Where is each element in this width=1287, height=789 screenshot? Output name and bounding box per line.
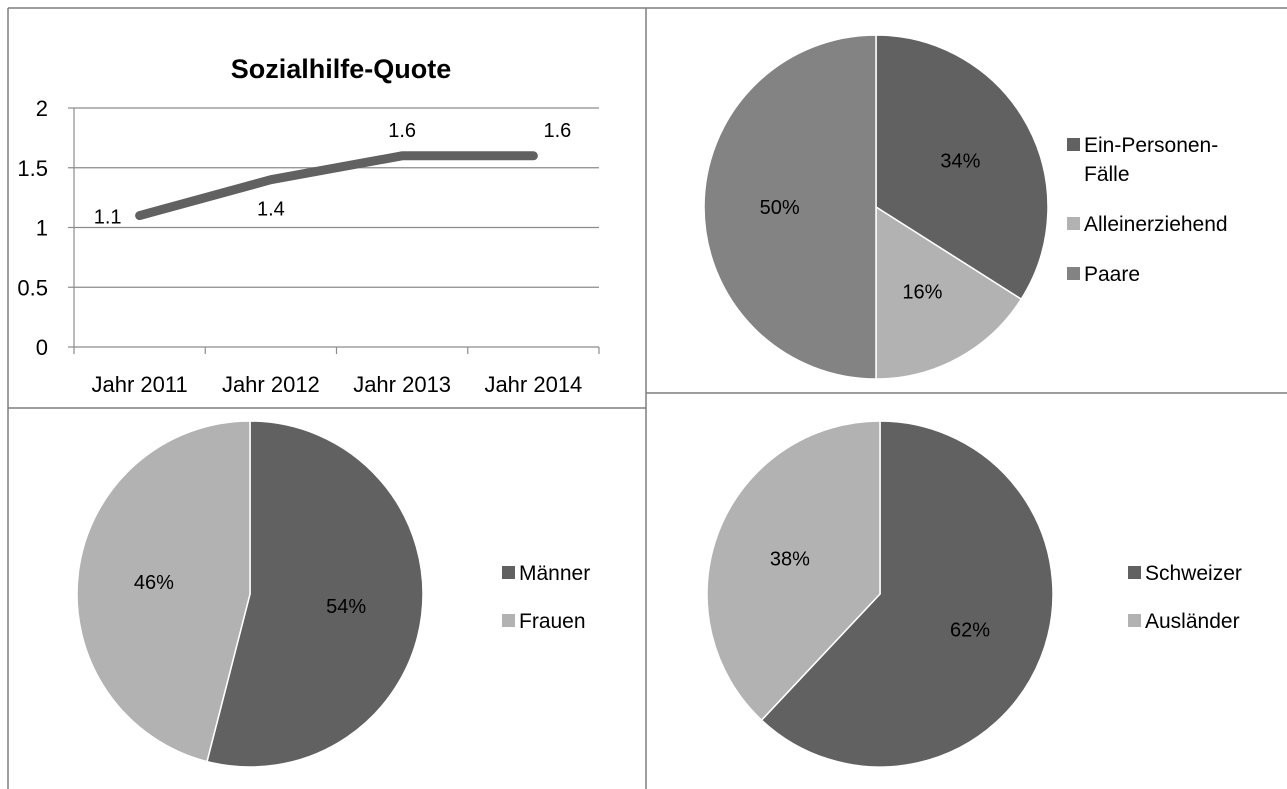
pie-slice: [206, 420, 424, 768]
slice-label: 16%: [902, 281, 942, 303]
legend-item: Männer: [502, 562, 590, 585]
slice-labels: 62% 38%: [770, 548, 990, 641]
slice-label: 34%: [940, 151, 980, 173]
series-line: [135, 151, 538, 221]
data-label: 1.6: [388, 120, 416, 142]
y-tick-label: 1: [36, 216, 48, 241]
legend-swatch: [1067, 267, 1080, 280]
slice-label: 50%: [760, 197, 800, 219]
x-tick-label: Jahr 2013: [353, 372, 451, 397]
y-tick-label: 0.5: [17, 275, 48, 300]
slice-labels: 34% 16% 50%: [760, 151, 981, 304]
y-axis-ticks: 0 0.5 1 1.5 2: [17, 96, 74, 360]
y-tick-label: 0: [36, 335, 48, 360]
y-tick-label: 2: [36, 96, 48, 121]
legend-label: Ein-Personen-: [1084, 134, 1218, 157]
legend-item: Frauen: [502, 610, 586, 633]
legend-label: Schweizer: [1145, 562, 1242, 585]
legend-label: Frauen: [519, 610, 586, 633]
x-tick-label: Jahr 2012: [222, 372, 320, 397]
panel-borders: [7, 7, 1287, 789]
y-tick-label: 1.5: [17, 156, 48, 181]
pie-slice: [875, 34, 1049, 301]
pie-slice: [760, 420, 1054, 768]
legend-label: Alleinerziehend: [1084, 213, 1228, 236]
pie-chart-geschlecht: 54% 46% Männer Frauen: [76, 420, 590, 768]
legend-item: Schweizer: [1128, 562, 1242, 585]
slice-label: 38%: [770, 548, 810, 570]
chart-title: Sozialhilfe-Quote: [231, 54, 452, 84]
gridlines: [74, 107, 599, 348]
data-label: 1.1: [94, 207, 122, 229]
pie-slices: [706, 420, 1054, 768]
data-label: 1.4: [257, 199, 285, 221]
legend-item: Ein-Personen- Fälle: [1067, 134, 1218, 186]
data-label: 1.6: [543, 120, 571, 142]
legend-item: Paare: [1067, 263, 1140, 286]
slice-labels: 54% 46%: [134, 572, 366, 618]
legend-label: Ausländer: [1145, 610, 1240, 633]
pie-chart-nationalitaet: 62% 38% Schweizer Ausländer: [706, 420, 1242, 768]
slice-label: 46%: [134, 572, 174, 594]
pie-slice: [76, 420, 251, 763]
series-line-path: [135, 151, 538, 221]
legend: Ein-Personen- Fälle Alleinerziehend Paare: [1067, 134, 1228, 286]
pie-chart-haushaltstyp: 34% 16% 50% Ein-Personen- Fälle Alleinerziehe…: [703, 34, 1228, 380]
legend-label: Männer: [519, 562, 590, 585]
slice-label: 54%: [326, 596, 366, 618]
legend-label: Paare: [1084, 263, 1140, 286]
legend-label: Fälle: [1084, 163, 1130, 186]
legend-swatch: [1067, 217, 1080, 230]
legend: Männer Frauen: [502, 562, 590, 633]
pie-slices: [703, 34, 1049, 380]
slice-label: 62%: [950, 620, 990, 642]
legend-swatch: [1067, 138, 1080, 151]
legend-item: Alleinerziehend: [1067, 213, 1228, 236]
legend: Schweizer Ausländer: [1128, 562, 1242, 633]
line-chart-sozialhilfe-quote: Sozialhilfe-Quote 00.511.52 Jahr 2011 Jah…: [17, 54, 600, 397]
x-tick-label: Jahr 2014: [484, 372, 582, 397]
legend-swatch: [1128, 614, 1141, 627]
pie-slice: [706, 420, 881, 722]
x-axis: Jahr 2011 Jahr 2012 Jahr 2013 Jahr 2014: [73, 108, 600, 397]
legend-item: Ausländer: [1128, 610, 1240, 633]
legend-swatch: [502, 614, 515, 627]
legend-swatch: [502, 566, 515, 579]
legend-swatch: [1128, 566, 1141, 579]
data-labels: 1.1 1.4 1.6 1.6: [94, 120, 572, 229]
x-tick-label: Jahr 2011: [92, 372, 188, 397]
pie-slices: [76, 420, 424, 768]
pie-slice: [703, 34, 877, 380]
pie-slice: [875, 205, 1023, 380]
